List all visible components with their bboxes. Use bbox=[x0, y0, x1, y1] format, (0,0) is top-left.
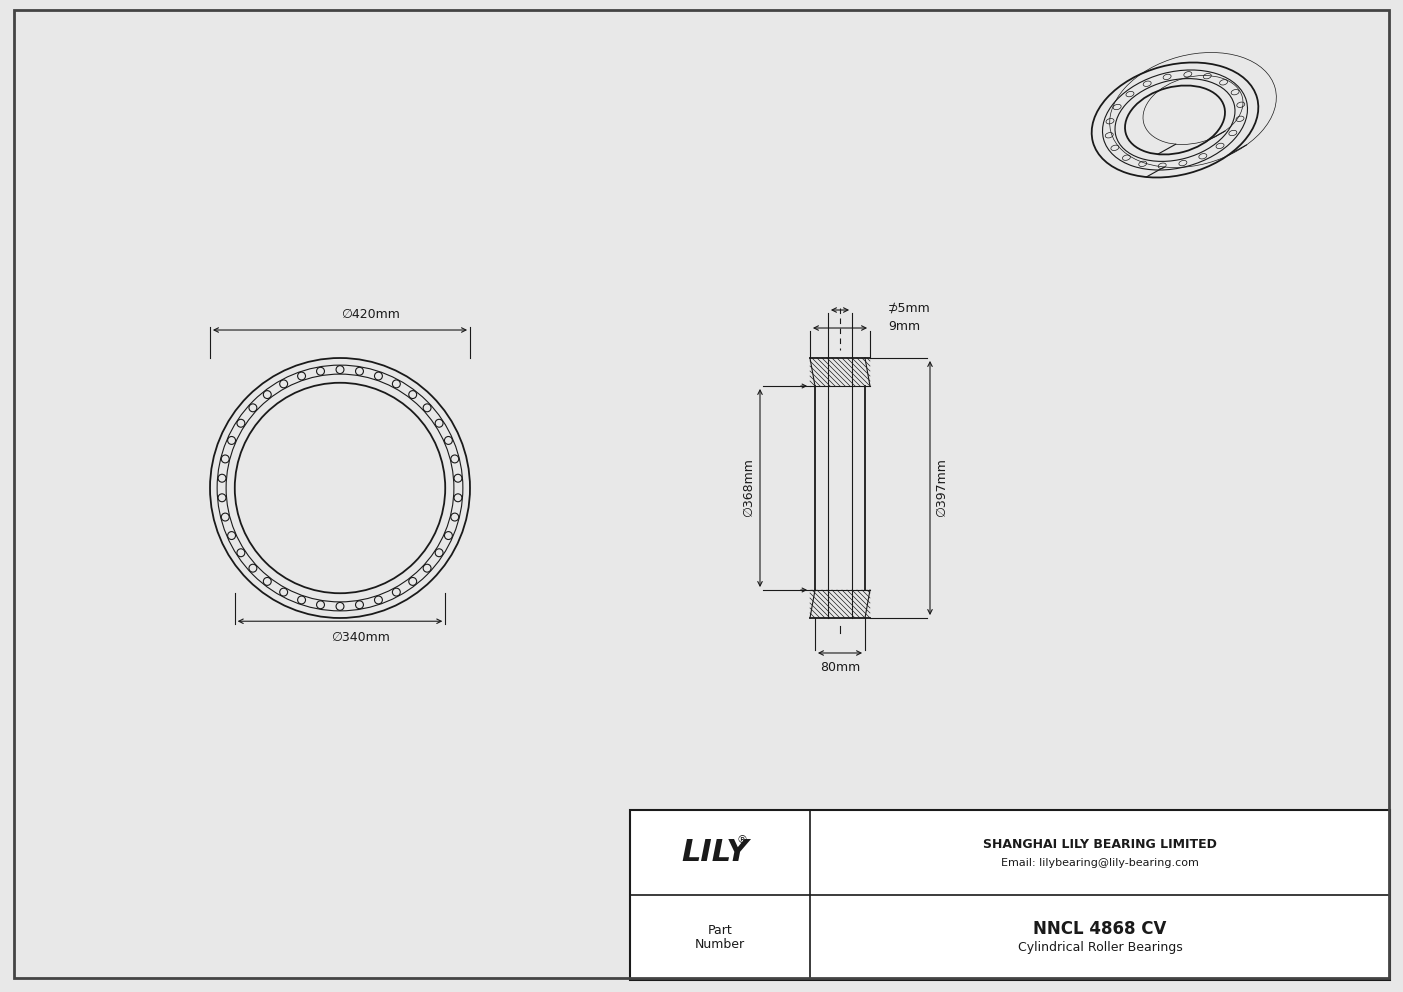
Text: Email: lilybearing@lily-bearing.com: Email: lilybearing@lily-bearing.com bbox=[1002, 857, 1200, 867]
Text: 80mm: 80mm bbox=[819, 661, 860, 674]
Text: ⊅5mm: ⊅5mm bbox=[888, 302, 930, 314]
Text: Part
Number: Part Number bbox=[694, 924, 745, 951]
Text: 9mm: 9mm bbox=[888, 319, 920, 332]
Text: ∅340mm: ∅340mm bbox=[331, 631, 390, 644]
Text: ®: ® bbox=[737, 835, 748, 845]
Text: ∅368mm: ∅368mm bbox=[742, 458, 755, 518]
Text: ∅397mm: ∅397mm bbox=[934, 458, 948, 518]
Bar bbox=[630, 810, 1390, 980]
Text: NNCL 4868 CV: NNCL 4868 CV bbox=[1034, 921, 1167, 938]
Text: LILY: LILY bbox=[682, 838, 749, 867]
Text: SHANGHAI LILY BEARING LIMITED: SHANGHAI LILY BEARING LIMITED bbox=[984, 838, 1216, 851]
Text: ∅420mm: ∅420mm bbox=[341, 308, 400, 321]
Text: Cylindrical Roller Bearings: Cylindrical Roller Bearings bbox=[1017, 941, 1183, 954]
